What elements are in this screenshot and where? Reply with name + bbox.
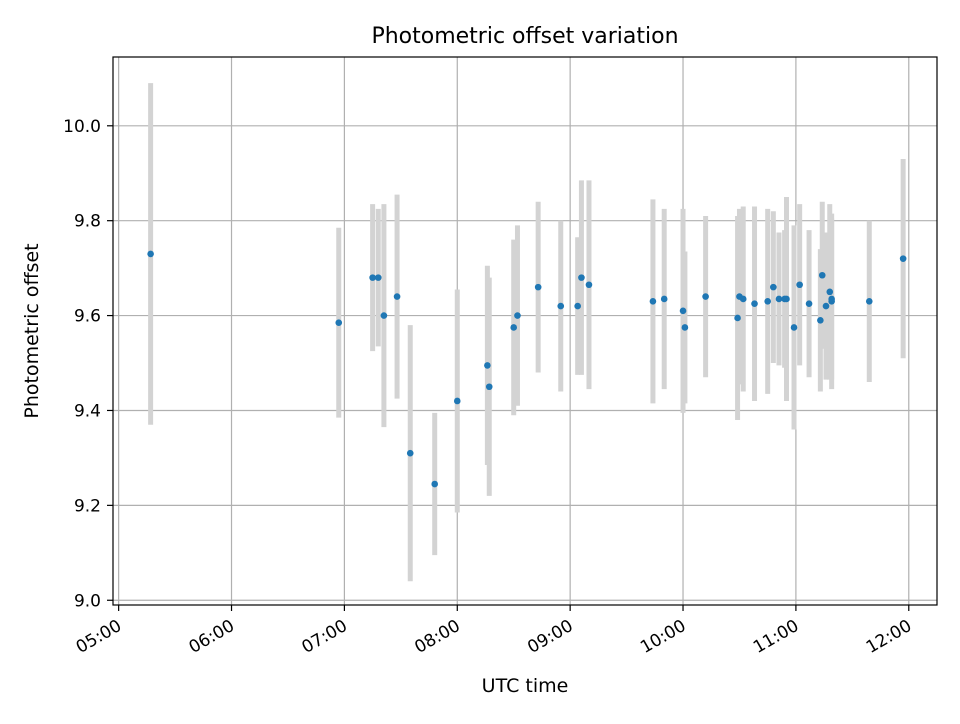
data-point [751, 300, 758, 308]
data-point [790, 324, 798, 331]
data-points [147, 250, 907, 488]
data-point [393, 293, 401, 300]
data-point [702, 293, 709, 300]
data-point [374, 274, 382, 281]
y-tick-label: 9.8 [74, 212, 101, 232]
data-point [510, 324, 518, 331]
data-point [485, 383, 493, 391]
data-point [585, 281, 593, 289]
y-tick-label: 9.2 [74, 496, 101, 516]
chart-title: Photometric offset variation [371, 24, 678, 49]
data-point [649, 298, 657, 305]
data-point [431, 480, 438, 488]
data-point [739, 295, 747, 303]
y-tick-label: 9.6 [74, 307, 101, 327]
y-tick-label: 9.0 [74, 591, 101, 611]
data-point [380, 312, 388, 319]
y-axis-label: Photometric offset [21, 243, 43, 418]
data-point [681, 324, 689, 331]
data-point [796, 281, 803, 289]
data-point [764, 298, 771, 305]
data-point [335, 319, 343, 326]
data-point [679, 307, 687, 315]
y-axis-ticks: 9.0 9.2 9.4 9.6 9.8 10.0 [63, 117, 113, 611]
data-point [660, 295, 668, 303]
data-point [147, 250, 154, 258]
data-point [453, 397, 461, 405]
data-point [574, 302, 581, 310]
data-point [865, 298, 873, 305]
data-point [514, 312, 521, 319]
data-point [557, 302, 565, 310]
data-point [770, 283, 777, 291]
data-point [828, 295, 835, 303]
data-point [805, 300, 813, 308]
y-tick-label: 10.0 [63, 117, 101, 137]
data-point [578, 274, 585, 281]
plot-frame [112, 56, 938, 606]
x-axis-label: UTC time [482, 675, 569, 697]
data-point [534, 283, 542, 291]
data-point [818, 271, 826, 279]
data-point [484, 362, 491, 369]
data-point [899, 255, 907, 262]
data-point [822, 302, 830, 310]
data-point [369, 274, 376, 281]
data-point [817, 317, 824, 324]
y-tick-label: 9.4 [74, 401, 101, 421]
data-point [406, 449, 414, 457]
data-point [734, 314, 741, 322]
data-point [783, 295, 790, 303]
data-point [775, 295, 783, 303]
data-point [826, 288, 834, 296]
